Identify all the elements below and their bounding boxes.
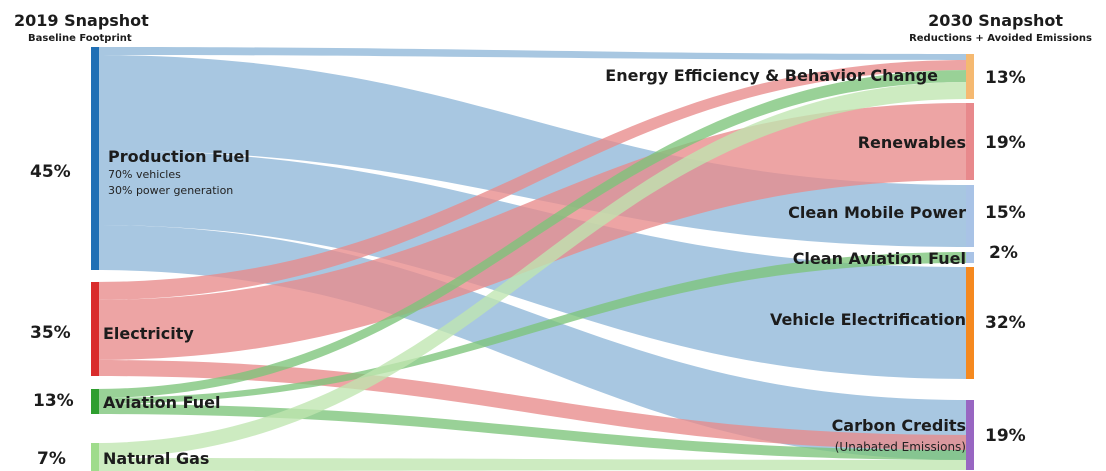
carbon-credits-sublabel: (Unabated Emissions): [834, 440, 966, 454]
source-bar-production-fuel: [91, 47, 99, 270]
clean-aviation-fuel-label: Clean Aviation Fuel: [792, 249, 966, 268]
flow-aviation-fuel-to-clean-aviation-fuel: [94, 252, 968, 404]
production-fuel-label: Production Fuel: [108, 147, 250, 166]
target-bar-renewables: [966, 103, 974, 180]
right-header-title: 2030 Snapshot: [928, 11, 1063, 30]
flow-electricity-to-energy-efficiency: [94, 60, 968, 300]
clean-mobile-power-percent: 15%: [985, 203, 1026, 223]
electricity-label: Electricity: [103, 324, 194, 343]
target-bar-carbon-credits: [966, 400, 974, 470]
vehicle-electrification-label: Vehicle Electrification: [769, 310, 966, 329]
left-header-subtitle: Baseline Footprint: [28, 33, 132, 44]
target-bar-clean-mobile-power: [966, 185, 974, 247]
target-bar-clean-aviation-fuel: [966, 252, 974, 263]
flow-natural-gas-to-carbon-credits: [94, 458, 968, 471]
production-fuel-percent: 45%: [30, 162, 71, 182]
right-header-subtitle: Reductions + Avoided Emissions: [909, 33, 1092, 44]
vehicle-electrification-percent: 32%: [985, 313, 1026, 333]
renewables-percent: 19%: [985, 133, 1026, 153]
left-header-title: 2019 Snapshot: [14, 11, 149, 30]
source-bar-electricity: [91, 282, 99, 376]
flow-aviation-fuel-to-carbon-credits: [94, 404, 968, 460]
production-fuel-note-vehicles: 70% vehicles: [108, 168, 181, 181]
aviation-fuel-label: Aviation Fuel: [103, 393, 221, 412]
natural-gas-percent: 7%: [37, 449, 66, 469]
renewables-label: Renewables: [857, 133, 966, 152]
carbon-credits-percent: 19%: [985, 426, 1026, 446]
natural-gas-label: Natural Gas: [103, 449, 210, 468]
clean-aviation-fuel-percent: 2%: [989, 243, 1018, 263]
energy-efficiency-percent: 13%: [985, 68, 1026, 88]
flow-production-fuel-to-energy-efficiency: [94, 47, 968, 60]
target-bar-energy-efficiency: [966, 54, 974, 99]
source-bar-aviation-fuel: [91, 389, 99, 414]
electricity-percent: 35%: [30, 323, 71, 343]
clean-mobile-power-label: Clean Mobile Power: [788, 203, 966, 222]
aviation-fuel-percent: 13%: [33, 391, 74, 411]
production-fuel-note-power: 30% power generation: [108, 184, 234, 197]
flow-natural-gas-to-energy-efficiency: [94, 82, 968, 458]
flow-aviation-fuel-to-energy-efficiency: [94, 70, 968, 398]
carbon-credits-label: Carbon Credits: [831, 416, 966, 435]
energy-efficiency-label: Energy Efficiency & Behavior Change: [605, 66, 938, 85]
source-bar-natural-gas: [91, 443, 99, 471]
target-bar-vehicle-electrification: [966, 267, 974, 379]
